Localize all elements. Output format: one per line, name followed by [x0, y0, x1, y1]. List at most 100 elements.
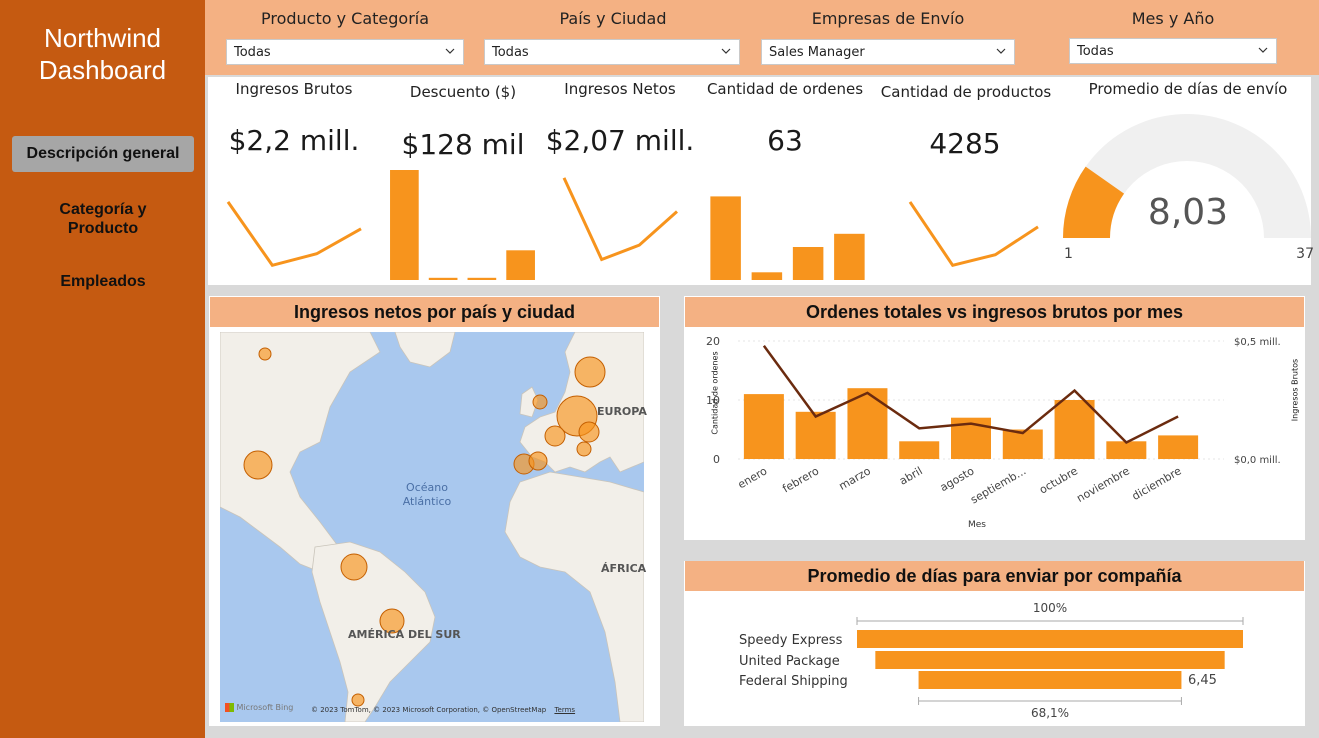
nav-item-empleados[interactable]: Empleados [60, 273, 146, 290]
map-bubble[interactable] [528, 451, 548, 471]
funnel-chart[interactable]: Speedy Express United Package Federal Ship… [684, 592, 1305, 726]
bar-febrero[interactable] [795, 411, 836, 459]
map-bubble[interactable] [351, 693, 365, 707]
kpi-title: Descuento ($) [409, 83, 517, 101]
sparkline-line [908, 201, 1039, 267]
map-bubbles [243, 347, 606, 707]
map-bubble[interactable] [532, 394, 548, 410]
filter-title-mes: Mes y Año [1131, 9, 1215, 28]
kpi-title: Ingresos Brutos [235, 80, 353, 98]
chevron-down-icon [445, 48, 455, 54]
sparkline-bar [834, 233, 865, 280]
sparkline-bar [751, 272, 783, 280]
funnel-bar[interactable] [875, 651, 1225, 669]
map-bubble[interactable] [258, 347, 272, 361]
nav-item-categoria-producto[interactable]: Categoría y Producto [59, 201, 147, 237]
combo-chart-panel [684, 296, 1305, 540]
map-label-africa: ÁFRICA [601, 562, 647, 575]
sparkline-bar [506, 250, 535, 280]
line-ingresos-brutos[interactable] [762, 344, 1179, 445]
filter-select-pais[interactable]: Todas [484, 39, 740, 65]
windows-logo-icon [225, 703, 234, 712]
gauge-track [1063, 114, 1311, 238]
chevron-down-icon [721, 48, 731, 54]
bar-diciembre[interactable] [1158, 435, 1199, 459]
x-tick-label: septiemb... [968, 464, 1028, 506]
kpi-value: 4285 [929, 127, 1001, 160]
map-title: Ingresos netos por país y ciudad [210, 297, 659, 327]
funnel-bar[interactable] [857, 630, 1243, 648]
funnel-value-label: 6,45 [1188, 673, 1217, 688]
kpi-sparkline [710, 196, 865, 280]
bar-noviembre[interactable] [1106, 441, 1147, 459]
map-bubble[interactable] [578, 421, 600, 443]
gauge-title: Promedio de días de envío [1088, 80, 1288, 98]
chevron-down-icon [1258, 47, 1268, 53]
gauge-max: 37 [1296, 246, 1314, 262]
filter-select-mes[interactable]: Todas [1069, 38, 1277, 64]
kpi-title: Ingresos Netos [564, 80, 676, 98]
funnel-title: Promedio de días para enviar por compañí… [685, 561, 1304, 591]
funnel-bottom-label: 68,1% [1030, 706, 1070, 720]
x-tick-label: noviembre [1074, 464, 1132, 505]
sparkline-bar [428, 277, 458, 280]
bar-enero[interactable] [743, 394, 784, 459]
gauge-min: 1 [1064, 246, 1073, 262]
combo-chart-title: Ordenes totales vs ingresos brutos por m… [685, 297, 1304, 327]
landmass-greenland [394, 332, 456, 368]
combo-ylabel-right: Ingresos Brutos [1290, 358, 1300, 422]
filter-title-envio: Empresas de Envío [811, 9, 965, 28]
kpi-value: $2,07 mill. [545, 124, 695, 157]
bar-septiemb...[interactable] [1002, 429, 1043, 460]
map-bubble[interactable] [544, 425, 566, 447]
map[interactable] [220, 332, 644, 722]
kpi-sparkline [226, 201, 362, 267]
kpi-title: Cantidad de ordenes [706, 80, 864, 98]
x-tick-label: marzo [837, 464, 874, 493]
funnel-bar[interactable] [918, 671, 1182, 689]
map-bubble[interactable] [574, 356, 606, 388]
x-tick-label: febrero [780, 464, 821, 495]
sidebar [0, 0, 205, 738]
kpi-sparkline [908, 201, 1039, 267]
x-tick-label: agosto [938, 464, 977, 494]
x-tick-label: abril [897, 464, 925, 487]
bar-abril[interactable] [899, 441, 940, 459]
filter-title-producto: Producto y Categoría [260, 9, 430, 28]
map-label-ocean: Océano Atlántico [402, 481, 452, 508]
nav-item-descripcion-general[interactable]: Descripción general [12, 136, 194, 172]
x-tick-label: octubre [1037, 464, 1080, 496]
bar-octubre[interactable] [1054, 400, 1095, 459]
map-terms-link[interactable]: Terms [554, 706, 576, 714]
landmass-uk [519, 386, 539, 418]
combo-ylabel-left: Cantidad de ordenes [710, 351, 720, 435]
filter-select-envio[interactable]: Sales Manager [761, 39, 1015, 65]
map-attribution: © 2023 TomTom, © 2023 Microsoft Corporat… [311, 706, 576, 714]
x-tick-label: enero [736, 464, 770, 491]
map-bubble[interactable] [340, 553, 368, 581]
map-bubble[interactable] [379, 608, 405, 634]
sparkline-bar [467, 277, 497, 280]
filter-select-producto[interactable]: Todas [226, 39, 464, 65]
filter-title-pais: País y Ciudad [559, 9, 667, 28]
y-tick-right: $0,5 mill. [1234, 337, 1281, 348]
kpi-sparkline [390, 170, 535, 280]
kpi-value: $128 mil [401, 128, 525, 161]
map-bubble[interactable] [576, 441, 592, 457]
chevron-down-icon [996, 48, 1006, 54]
sparkline-line [562, 177, 678, 262]
gauge-chart [1063, 114, 1311, 238]
kpi-sparkline [562, 177, 678, 262]
combo-chart[interactable]: 20 10 0 $0,5 mill. $0,0 mill. enero febrero mar… [684, 328, 1305, 539]
sparkline-bar [710, 196, 741, 280]
map-label-europe: EUROPA [597, 405, 647, 418]
kpi-title: Cantidad de productos [880, 83, 1052, 101]
landmass-north-america [220, 332, 381, 588]
gauge-value: 8,03 [1147, 192, 1229, 233]
gauge-fill [1063, 166, 1125, 238]
bing-logo: Microsoft Bing [225, 703, 293, 712]
kpi-value: $2,2 mill. [228, 124, 360, 157]
y-tick-right: $0,0 mill. [1234, 455, 1281, 466]
map-bubble[interactable] [243, 450, 273, 480]
map-label-south-america: AMÉRICA DEL SUR [348, 628, 461, 641]
